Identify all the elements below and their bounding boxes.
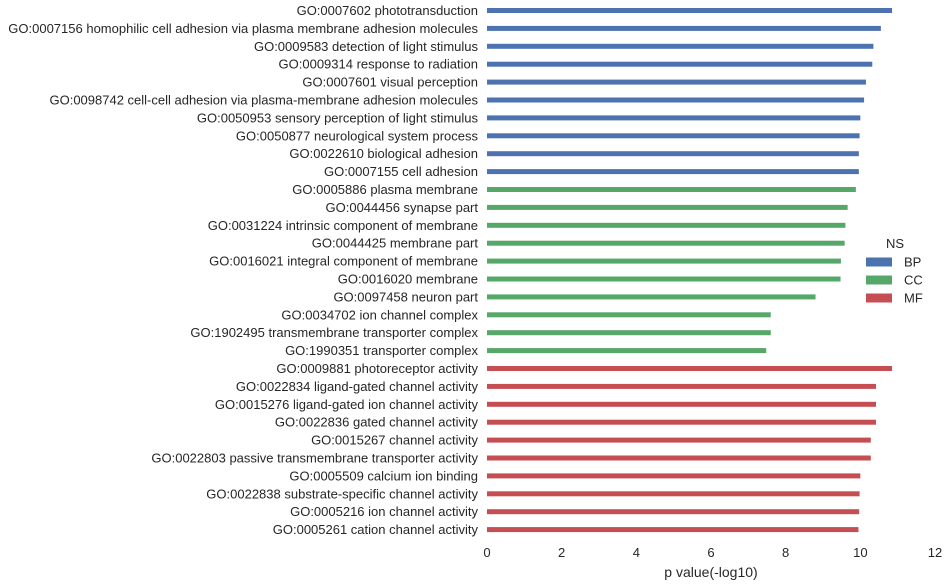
bar-mf [487, 527, 859, 533]
category-label: GO:1990351 transporter complex [285, 343, 478, 358]
x-tick-label: 4 [633, 545, 640, 560]
bar-cc [487, 240, 845, 246]
category-label: GO:0009314 response to radiation [279, 57, 478, 72]
category-label: GO:0005509 calcium ion binding [289, 468, 478, 483]
bar-bp [487, 115, 861, 121]
bar-cc [487, 348, 767, 354]
category-label: GO:0015276 ligand-gated ion channel acti… [215, 397, 479, 412]
bar-bp [487, 97, 865, 103]
category-label: GO:0005886 plasma membrane [292, 182, 478, 197]
bar-bp [487, 79, 866, 85]
category-label: GO:0005216 ion channel activity [290, 504, 478, 519]
bar-mf [487, 455, 871, 461]
bar-mf [487, 473, 861, 479]
category-label: GO:0044456 synapse part [326, 200, 479, 215]
category-label: GO:0097458 neuron part [333, 289, 478, 304]
legend-label-cc: CC [904, 273, 923, 288]
category-label: GO:0022834 ligand-gated channel activity [236, 379, 479, 394]
bar-bp [487, 151, 859, 157]
bar-bp [487, 43, 874, 49]
legend-label-bp: BP [904, 255, 921, 270]
category-label: GO:0016021 integral component of membran… [209, 254, 478, 269]
category-label: GO:0007602 phototransduction [297, 3, 478, 18]
bar-bp [487, 169, 859, 175]
x-axis: 0 2 4 6 8 10 12 [483, 545, 942, 560]
category-label: GO:0022836 gated channel activity [275, 415, 479, 430]
bars-layer [487, 8, 893, 533]
category-label: GO:0015267 channel activity [311, 433, 478, 448]
category-label: GO:0007155 cell adhesion [324, 164, 478, 179]
bar-mf [487, 491, 860, 497]
bar-mf [487, 366, 893, 371]
bar-cc [487, 222, 846, 228]
bar-bp [487, 25, 881, 31]
category-label: GO:0016020 membrane [338, 272, 478, 287]
category-label: GO:0022838 substrate-specific channel ac… [206, 486, 478, 501]
bar-mf [487, 383, 877, 389]
bar-cc [487, 187, 856, 192]
bar-bp [487, 61, 873, 67]
category-label: GO:0009583 detection of light stimulus [254, 39, 479, 54]
bar-cc [487, 276, 841, 282]
x-tick-label: 0 [483, 545, 490, 560]
category-labels: GO:0007602 phototransduction GO:0007156 h… [8, 3, 478, 537]
legend: NS BP CC MF [866, 236, 923, 306]
x-axis-title: p value(-log10) [664, 564, 757, 580]
bar-cc [487, 258, 841, 264]
category-label: GO:0022610 biological adhesion [289, 146, 478, 161]
bar-mf [487, 437, 871, 443]
bar-cc [487, 204, 848, 210]
category-label: GO:0005261 cation channel activity [273, 522, 479, 537]
bar-cc [487, 330, 771, 336]
bar-bp [487, 133, 860, 139]
legend-swatch-mf [866, 293, 892, 303]
category-label: GO:1902495 transmembrane transporter com… [190, 325, 478, 340]
bar-bp [487, 8, 893, 13]
x-tick-label: 6 [707, 545, 714, 560]
bar-mf [487, 401, 877, 407]
x-tick-label: 2 [558, 545, 565, 560]
category-label: GO:0044425 membrane part [312, 236, 479, 251]
category-label: GO:0007601 visual perception [302, 75, 478, 90]
bar-cc [487, 294, 816, 300]
category-label: GO:0007156 homophilic cell adhesion via … [8, 21, 478, 36]
category-label: GO:0050877 neurological system process [236, 128, 479, 143]
x-tick-label: 8 [782, 545, 789, 560]
bar-mf [487, 419, 877, 425]
x-tick-label: 12 [928, 545, 942, 560]
legend-title: NS [886, 236, 904, 251]
x-tick-label: 10 [853, 545, 867, 560]
legend-swatch-cc [866, 275, 892, 285]
category-label: GO:0031224 intrinsic component of membra… [208, 218, 478, 233]
category-label: GO:0022803 passive transmembrane transpo… [151, 451, 478, 466]
category-label: GO:0009881 photoreceptor activity [276, 361, 478, 376]
bar-mf [487, 509, 860, 515]
category-label: GO:0098742 cell-cell adhesion via plasma… [49, 93, 478, 108]
category-label: GO:0050953 sensory perception of light s… [197, 110, 479, 125]
bar-cc [487, 312, 771, 318]
legend-swatch-bp [866, 257, 892, 267]
category-label: GO:0034702 ion channel complex [281, 307, 478, 322]
legend-label-mf: MF [904, 291, 923, 306]
